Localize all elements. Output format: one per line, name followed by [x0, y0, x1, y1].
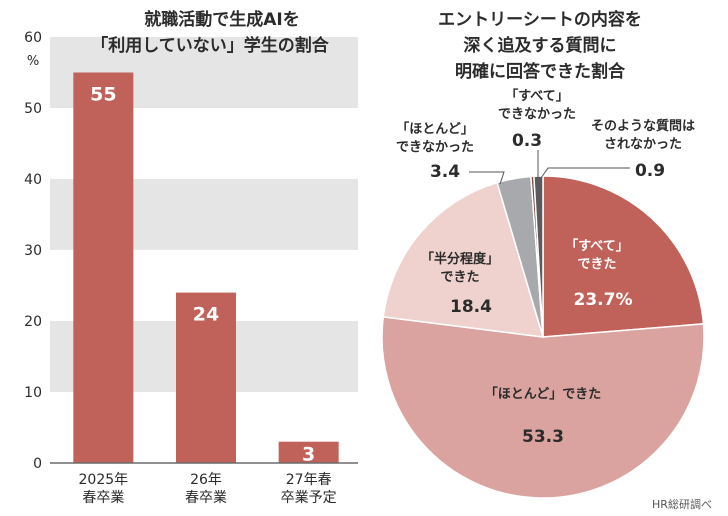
pie-slice-value: 53.3: [522, 427, 564, 447]
y-tick-label: 0: [33, 456, 42, 472]
pie-slice-label: 「すべて」: [505, 88, 569, 104]
pie-title-line: 明確に回答できた割合: [455, 61, 626, 82]
pie-slice: [542, 175, 705, 338]
y-tick-label: 60: [24, 30, 42, 46]
y-tick-label: 20: [24, 314, 42, 330]
pie-slice-value: 23.7%: [574, 290, 633, 310]
bar-chart-title-line-1: 就職活動で生成AIを: [144, 9, 299, 30]
pie-slice-label: 「すべて」: [565, 238, 629, 254]
pie-slice-label: されなかった: [604, 137, 682, 152]
pie-slice-value: 0.9: [635, 161, 665, 181]
bar: [278, 441, 339, 463]
source-note: HR総研調べ: [652, 497, 712, 511]
pie-slice-label: 「ほとんど」: [396, 121, 474, 137]
x-tick-label: 春卒業: [82, 490, 124, 506]
leader-line: [540, 167, 630, 179]
x-tick-label: 27年春: [286, 472, 332, 488]
y-tick-label: 50: [24, 101, 42, 117]
leader-line: [469, 171, 505, 185]
bar-value-label: 24: [193, 304, 219, 326]
y-tick-label: 10: [24, 385, 42, 401]
bar-chart-y-axis-label: %: [27, 54, 39, 69]
pie-title-line: 深く追及する質問に: [464, 35, 617, 56]
pie-slice-label: そのような質問は: [591, 118, 695, 134]
pie-slice-value: 18.4: [450, 297, 492, 317]
x-tick-label: 26年: [190, 472, 222, 488]
pie-chart-leader-lines: [469, 150, 630, 185]
bar: [176, 292, 236, 463]
x-tick-label: 春卒業: [185, 490, 227, 506]
x-tick-label: 卒業予定: [281, 490, 337, 506]
bar-chart-y-ticks: 0 10 20 30 40 50 60: [24, 30, 42, 472]
bar-value-label: 3: [302, 444, 315, 466]
bar: [73, 72, 134, 463]
pie-slice-label: できなかった: [396, 140, 474, 155]
pie-chart-labels: 「すべて」できた23.7%「ほとんど」できた53.3「半分程度」できた18.4「…: [396, 88, 695, 447]
bar-chart-bars: 55 24 3: [73, 72, 339, 466]
pie-slice-label: できなかった: [498, 107, 576, 122]
bar-value-label: 55: [90, 84, 116, 106]
pie-slice-label: 「半分程度」: [421, 251, 499, 267]
pie-slice-label: 「ほとんど」できた: [485, 386, 602, 402]
pie-slice-value: 3.4: [430, 162, 460, 182]
pie-title-line: エントリーシートの内容を: [438, 9, 642, 30]
pie-slice-label: できた: [577, 257, 616, 272]
y-tick-label: 30: [24, 243, 42, 259]
bar-chart-title-line-2: 「利用していない」学生の割合: [91, 35, 329, 56]
bar-chart: 就職活動で生成AIを 「利用していない」学生の割合 % 0 10 20 30 40 50 6…: [24, 9, 358, 506]
pie-slice: [381, 315, 705, 499]
pie-chart-slices: [381, 175, 705, 499]
y-tick-label: 40: [24, 172, 42, 188]
pie-slice: [382, 181, 545, 338]
pie-slice-value: 0.3: [512, 131, 542, 151]
x-tick-label: 2025年: [79, 472, 129, 488]
pie-slice-label: できた: [440, 270, 479, 285]
